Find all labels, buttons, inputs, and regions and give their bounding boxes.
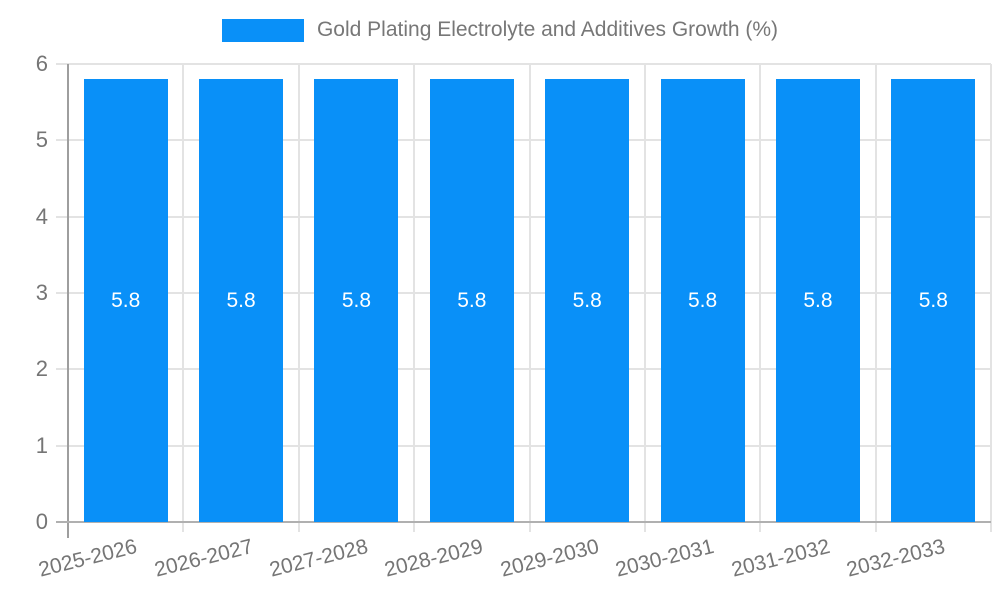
bar: [775, 79, 860, 522]
x-gridline: [297, 64, 300, 532]
x-tick-label: 2030-2031: [613, 534, 717, 582]
y-tick-label: 2: [35, 356, 48, 382]
x-gridline: [643, 64, 646, 532]
x-gridline: [874, 64, 877, 532]
y-axis-line: [67, 64, 69, 538]
x-tick-label: 2028-2029: [382, 534, 486, 582]
bar: [199, 79, 284, 522]
x-gridline: [182, 64, 185, 532]
bar-value-label: 5.8: [803, 288, 833, 312]
y-gridline: [56, 292, 991, 294]
bar-value-label: 5.8: [572, 288, 602, 312]
y-gridline: [56, 368, 991, 371]
x-tick-label: 2026-2027: [151, 534, 255, 582]
bar-value-label: 5.8: [457, 288, 487, 312]
x-tick-label: 2031-2032: [728, 534, 832, 582]
y-tick-label: 0: [35, 509, 48, 534]
y-tick-label: 1: [35, 432, 48, 458]
bar-value-label: 5.8: [111, 288, 141, 312]
chart-legend: Gold Plating Electrolyte and Additives G…: [0, 17, 1000, 43]
x-axis-line: [56, 521, 991, 523]
x-tick-label: 2025-2026: [36, 534, 140, 582]
bar-value-label: 5.8: [918, 288, 948, 312]
x-gridline: [759, 64, 762, 532]
bar: [545, 79, 630, 522]
y-tick-label: 3: [35, 280, 48, 305]
bar: [83, 79, 168, 522]
x-gridline: [528, 64, 531, 532]
y-gridline: [56, 444, 991, 447]
bar-value-label: 5.8: [341, 288, 372, 312]
bar-value-label: 5.8: [226, 288, 256, 312]
y-tick-label: 5: [35, 127, 48, 153]
bar: [314, 79, 399, 522]
bar: [891, 79, 976, 522]
x-gridline: [990, 64, 992, 532]
x-tick-label: 2029-2030: [497, 534, 601, 582]
bar: [660, 79, 745, 522]
legend-swatch[interactable]: [221, 18, 304, 42]
bar: [429, 79, 514, 522]
y-gridline: [56, 63, 991, 65]
bar-value-label: 5.8: [687, 288, 718, 312]
x-tick-label: 2027-2028: [267, 534, 371, 582]
y-tick-label: 6: [35, 51, 48, 76]
y-gridline: [56, 139, 991, 142]
y-tick-label: 4: [35, 203, 48, 229]
x-tick-label: 2032-2033: [844, 534, 948, 582]
y-gridline: [56, 215, 991, 218]
legend-label[interactable]: Gold Plating Electrolyte and Additives G…: [316, 18, 779, 41]
x-gridline: [413, 64, 416, 532]
